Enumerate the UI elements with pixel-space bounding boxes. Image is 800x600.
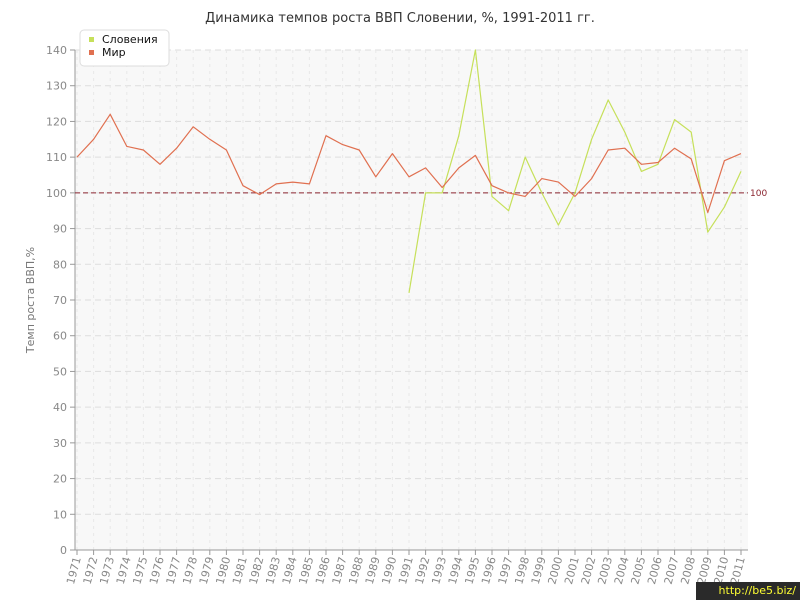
data-point	[341, 143, 344, 146]
data-point	[723, 159, 726, 162]
y-tick-label: 80	[53, 258, 67, 271]
data-point	[623, 147, 626, 150]
y-axis-label: Темп роста ВВП,%	[24, 247, 37, 354]
data-point	[242, 184, 245, 187]
data-point	[557, 224, 560, 227]
data-point	[590, 138, 593, 141]
data-point	[125, 145, 128, 148]
reference-line-label: 100	[750, 189, 767, 199]
y-tick-label: 60	[53, 330, 67, 343]
x-axis-ticks: 1971197219731974197519761977197819791980…	[64, 550, 748, 586]
watermark[interactable]: http://be5.biz/	[696, 582, 800, 600]
y-tick-label: 140	[46, 44, 67, 57]
legend-box	[79, 29, 170, 67]
data-point	[524, 195, 527, 198]
data-point	[507, 209, 510, 212]
data-point	[325, 134, 328, 137]
y-tick-label: 50	[53, 365, 67, 378]
data-point	[491, 195, 494, 198]
data-point	[457, 166, 460, 169]
data-point	[640, 163, 643, 166]
y-tick-label: 90	[53, 223, 67, 236]
y-tick-label: 110	[46, 151, 67, 164]
data-point	[673, 147, 676, 150]
data-point	[258, 193, 261, 196]
data-point	[374, 175, 377, 178]
data-point	[441, 186, 444, 189]
series-group	[76, 49, 743, 294]
data-point	[723, 206, 726, 209]
data-point	[291, 181, 294, 184]
data-point	[673, 118, 676, 121]
data-point	[706, 231, 709, 234]
data-point	[142, 149, 145, 152]
data-point	[690, 131, 693, 134]
data-point	[474, 49, 477, 52]
data-point	[275, 182, 278, 185]
data-point	[557, 181, 560, 184]
series-line-0	[408, 49, 742, 293]
legend-entry: Мир	[102, 46, 126, 59]
data-point	[740, 170, 743, 173]
y-tick-label: 10	[53, 508, 67, 521]
y-tick-label: 100	[46, 187, 67, 200]
data-point	[474, 154, 477, 157]
legend-swatch	[89, 50, 94, 55]
series-line-1	[76, 113, 742, 214]
data-point	[623, 131, 626, 134]
data-point	[159, 163, 162, 166]
data-point	[590, 177, 593, 180]
y-tick-label: 40	[53, 401, 67, 414]
y-tick-label: 130	[46, 80, 67, 93]
data-point	[391, 152, 394, 155]
data-point	[491, 184, 494, 187]
data-point	[706, 211, 709, 214]
legend-swatch	[89, 37, 94, 42]
chart-title: Динамика темпов роста ВВП Словении, %, 1…	[205, 11, 595, 26]
data-point	[657, 161, 660, 164]
y-tick-label: 20	[53, 473, 67, 486]
data-point	[540, 177, 543, 180]
data-point	[358, 149, 361, 152]
data-point	[540, 191, 543, 194]
data-point	[408, 291, 411, 294]
y-tick-label: 120	[46, 115, 67, 128]
y-tick-label: 70	[53, 294, 67, 307]
data-point	[740, 152, 743, 155]
reference-line: 100	[75, 189, 767, 199]
data-point	[607, 99, 610, 102]
data-point	[524, 156, 527, 159]
data-point	[607, 149, 610, 152]
data-point	[507, 191, 510, 194]
data-point	[208, 138, 211, 141]
y-axis-ticks: 0 10 20 30 40 50 60 70 80 90 100 110 120 130 140	[46, 44, 75, 557]
y-tick-label: 30	[53, 437, 67, 450]
data-point	[109, 113, 112, 116]
data-point	[225, 149, 228, 152]
data-point	[424, 191, 427, 194]
data-point	[424, 166, 427, 169]
data-point	[441, 191, 444, 194]
data-point	[175, 147, 178, 150]
data-point	[76, 156, 79, 159]
data-point	[690, 157, 693, 160]
data-point	[574, 191, 577, 194]
data-point	[92, 138, 95, 141]
data-point	[574, 195, 577, 198]
data-point	[640, 170, 643, 173]
data-point	[457, 134, 460, 137]
data-point	[308, 182, 311, 185]
data-point	[192, 125, 195, 128]
legend-entry: Словения	[102, 33, 158, 46]
data-point	[408, 175, 411, 178]
y-tick-label: 0	[60, 544, 67, 557]
